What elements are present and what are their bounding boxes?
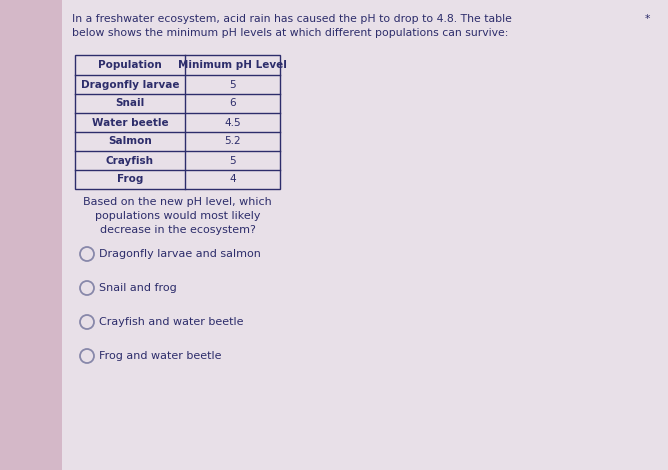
Text: populations would most likely: populations would most likely: [95, 211, 261, 221]
Text: Frog: Frog: [117, 174, 143, 185]
Text: *: *: [645, 14, 651, 24]
Text: 5.2: 5.2: [224, 136, 240, 147]
Text: Frog and water beetle: Frog and water beetle: [99, 351, 222, 361]
Text: In a freshwater ecosystem, acid rain has caused the pH to drop to 4.8. The table: In a freshwater ecosystem, acid rain has…: [72, 14, 512, 24]
Text: decrease in the ecosystem?: decrease in the ecosystem?: [100, 225, 255, 235]
Text: 6: 6: [229, 99, 236, 109]
Text: 4: 4: [229, 174, 236, 185]
Text: Dragonfly larvae and salmon: Dragonfly larvae and salmon: [99, 249, 261, 259]
Text: Dragonfly larvae: Dragonfly larvae: [81, 79, 179, 89]
Text: Snail: Snail: [116, 99, 145, 109]
Text: 5: 5: [229, 79, 236, 89]
Bar: [75, 55, 280, 189]
Text: Based on the new pH level, which: Based on the new pH level, which: [83, 197, 272, 207]
Bar: [0, 0, 62, 470]
Text: 4.5: 4.5: [224, 118, 240, 127]
Text: Snail and frog: Snail and frog: [99, 283, 177, 293]
Text: Salmon: Salmon: [108, 136, 152, 147]
Text: below shows the minimum pH levels at which different populations can survive:: below shows the minimum pH levels at whi…: [72, 28, 508, 38]
Text: 5: 5: [229, 156, 236, 165]
Text: Crayfish and water beetle: Crayfish and water beetle: [99, 317, 244, 327]
Text: Minimum pH Level: Minimum pH Level: [178, 60, 287, 70]
Text: Water beetle: Water beetle: [92, 118, 168, 127]
Text: Crayfish: Crayfish: [106, 156, 154, 165]
Text: Population: Population: [98, 60, 162, 70]
